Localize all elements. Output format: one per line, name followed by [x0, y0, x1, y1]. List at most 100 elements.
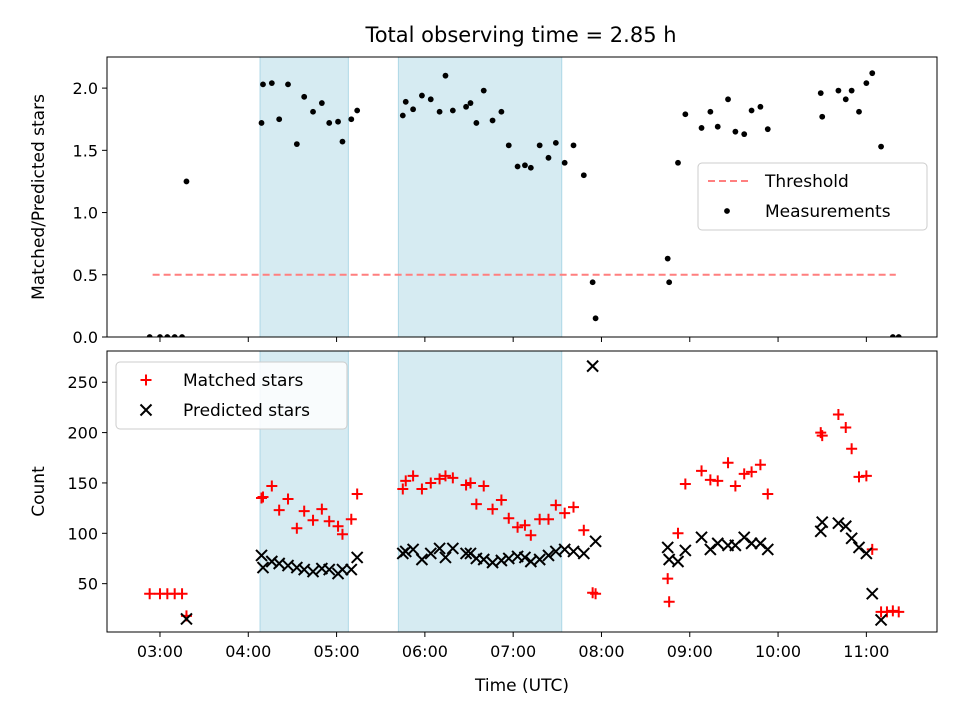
measurement-point [589, 279, 596, 286]
measurement-point [183, 178, 190, 185]
matched-star-point [407, 470, 419, 482]
top-y-axis-label: Matched/Predicted stars [29, 94, 49, 300]
measurement-point [842, 96, 849, 103]
matched-star-point [672, 527, 684, 539]
bottom-series-predicted-stars [180, 359, 888, 627]
predicted-star-point [589, 535, 602, 548]
predicted-star-point [586, 359, 599, 373]
measurement-point [410, 106, 416, 113]
measurement-point [436, 108, 443, 115]
measurement-point [260, 81, 266, 88]
measurement-point [748, 107, 755, 114]
predicted-star-point [433, 542, 446, 555]
matched-star-point [336, 528, 348, 540]
predicted-star-point [415, 553, 429, 566]
matched-star-point [893, 606, 905, 618]
measurement-point [480, 87, 487, 94]
measurement-point [757, 103, 764, 110]
measurement-point [402, 98, 409, 105]
matched-star-point [866, 543, 878, 555]
measurement-point [157, 334, 163, 337]
matched-star-point [397, 483, 409, 495]
bottom-y-tick-label: 250 [67, 373, 98, 392]
predicted-star-point [661, 541, 674, 554]
measurement-point [666, 279, 673, 286]
measurement-point [698, 125, 705, 131]
top-y-tick-label: 0.0 [73, 328, 98, 347]
predicted-star-point [290, 561, 304, 574]
matched-star-point [832, 408, 844, 420]
measurement-point [592, 315, 599, 322]
measurement-point [268, 80, 275, 87]
bottom-y-tick-label: 200 [67, 424, 98, 443]
measurement-point [442, 72, 449, 79]
bottom-legend-frame [115, 361, 348, 430]
matched-star-point [853, 471, 865, 483]
top-series-measurements [146, 70, 902, 337]
predicted-star-point [265, 555, 279, 568]
measurement-point [725, 96, 731, 103]
predicted-star-point [306, 565, 320, 578]
predicted-star-point [874, 613, 888, 627]
matched-star-point [323, 515, 335, 527]
chart-title: Total observing time = 2.85 h [364, 23, 676, 47]
matched-star-point [425, 477, 437, 489]
predicted-star-point [439, 551, 452, 564]
measurement-point [545, 154, 552, 161]
top-shaded-span-1 [259, 56, 349, 338]
measurement-point [164, 334, 171, 337]
matched-star-point [345, 513, 357, 525]
legend-predicted-swatch [139, 403, 153, 417]
matched-star-point [840, 422, 852, 434]
measurement-point [580, 172, 587, 179]
measurement-point [285, 81, 291, 88]
predicted-star-point [446, 542, 460, 555]
x-tick-label: 11:00 [843, 642, 889, 661]
matched-star-point [722, 457, 734, 469]
predicted-star-point [679, 544, 692, 557]
x-tick-label: 09:00 [667, 642, 713, 661]
predicted-star-point [542, 549, 555, 562]
matched-star-point [662, 573, 674, 585]
matched-star-point [887, 605, 899, 617]
measurement-point [889, 334, 896, 337]
legend-measurements-swatch [724, 208, 730, 214]
top-plot-area [146, 70, 902, 337]
top-axes-frame [106, 56, 938, 338]
predicted-star-point [518, 551, 532, 564]
measurement-point [354, 107, 361, 114]
top-legend-frame [697, 162, 928, 231]
top-y-tick-label: 1.0 [73, 204, 98, 223]
matched-star-point [439, 470, 451, 482]
top-legend: Threshold Measurements [697, 162, 928, 231]
measurement-point [301, 93, 308, 100]
matched-star-point [712, 475, 724, 487]
measurement-point [741, 131, 748, 138]
bottom-shaded-span-2 [397, 350, 563, 633]
measurement-point [326, 120, 333, 126]
matched-star-point [512, 521, 524, 533]
matched-star-point [298, 505, 310, 517]
matched-star-point [881, 606, 893, 618]
legend-threshold-label: Threshold [764, 172, 849, 192]
measurement-point [449, 107, 456, 114]
measurement-point [427, 96, 434, 103]
matched-star-point [754, 459, 766, 471]
measurement-point [348, 116, 355, 123]
x-tick-label: 07:00 [490, 642, 536, 661]
matched-star-point [568, 501, 580, 513]
measurement-point [869, 70, 876, 77]
top-y-tick-label: 2.0 [73, 79, 98, 98]
bottom-axes-frame [106, 350, 938, 633]
measurement-point [714, 123, 721, 130]
measurement-point [878, 143, 884, 150]
predicted-star-point [533, 553, 546, 566]
bottom-series-matched-stars [144, 408, 905, 622]
matched-star-point [257, 491, 269, 503]
x-tick-label: 08:00 [578, 642, 624, 661]
measurement-point [514, 163, 521, 170]
measurement-point [835, 87, 842, 94]
matched-star-point [282, 493, 294, 505]
predicted-star-point [832, 517, 845, 530]
bottom-y-tick-label: 100 [67, 524, 98, 543]
